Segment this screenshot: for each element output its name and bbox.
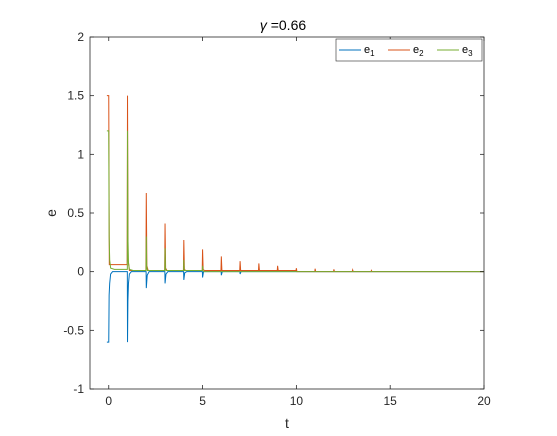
y-tick-label: 0.5 [67,206,84,220]
y-tick-label: -0.5 [63,323,84,337]
series-line-e1 [106,271,484,343]
legend-label-e2: e2 [413,44,424,58]
y-tick-label: -1 [73,382,84,396]
legend: e1 e2 e3 [335,38,483,62]
y-tick-label: 1.5 [67,89,84,103]
x-tick-label: 0 [105,394,112,408]
x-tick-label: 10 [290,394,304,408]
title-value: =0.66 [267,17,307,33]
x-tick-label: 15 [384,394,398,408]
series-line-e3 [106,130,484,273]
y-tick-label: 2 [77,30,84,44]
legend-label-e1: e1 [364,44,375,58]
y-tick-label: 1 [77,147,84,161]
x-tick-label: 5 [199,394,206,408]
legend-label-e3: e3 [462,44,473,58]
tick-layer: 0 5 10 15 20 -1 -0.5 0 0.5 1 1.5 2 [63,30,491,408]
chart-title: γ =0.66 [260,17,307,33]
series-layer [106,95,484,343]
plot-area [90,37,484,389]
title-symbol: γ [260,17,268,33]
y-tick-label: 0 [77,265,84,279]
x-axis-label: t [285,415,289,431]
x-tick-label: 20 [477,394,491,408]
y-axis-label: e [43,209,59,217]
